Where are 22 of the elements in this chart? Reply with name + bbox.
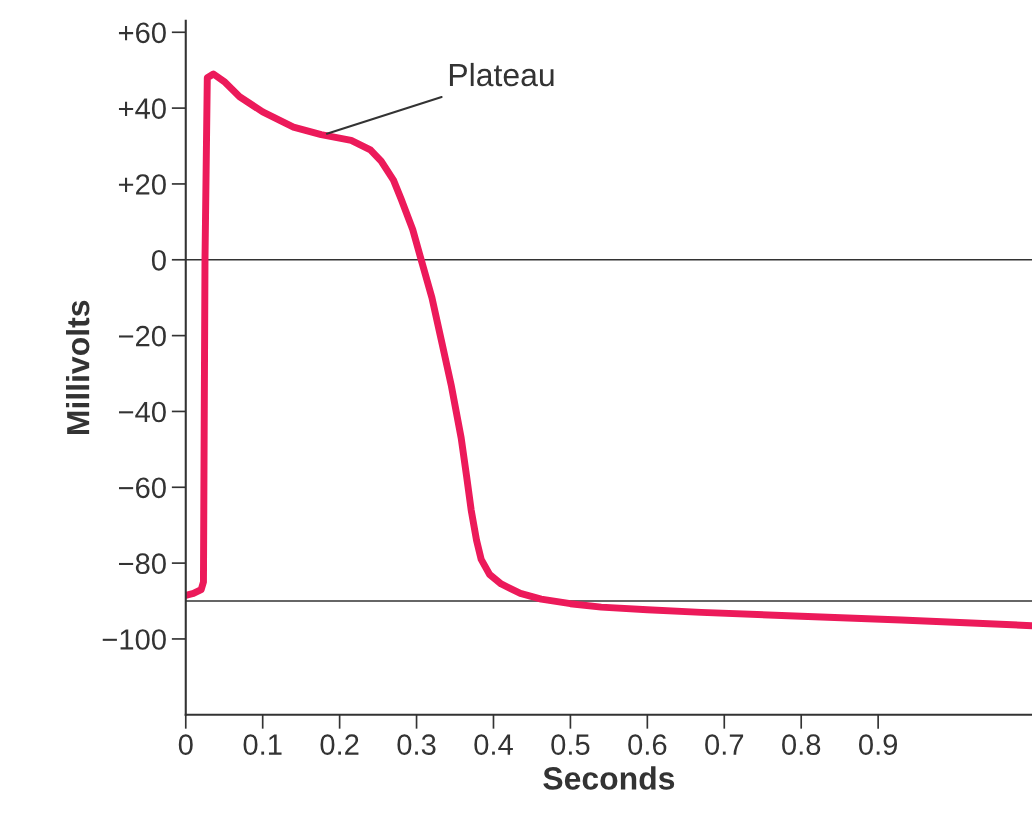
y-tick-label: −100	[102, 629, 166, 650]
x-tick-label: 0.9	[859, 734, 898, 755]
x-tick-label: 0.4	[474, 734, 513, 755]
y-tick-label: +60	[118, 22, 166, 44]
y-tick-label: −40	[118, 401, 166, 423]
y-tick-label: 0	[151, 249, 166, 271]
x-tick-label: 0.6	[628, 734, 667, 755]
y-tick-label: +40	[118, 98, 166, 119]
x-tick-label: 0.8	[782, 734, 821, 755]
x-tick-label: 0	[178, 734, 193, 755]
x-tick-label: 0.3	[397, 734, 436, 755]
y-axis-title: Millivolts	[65, 300, 90, 435]
annotation: Plateau	[449, 62, 554, 87]
x-tick-label: 0.7	[705, 734, 744, 755]
y-tick-label: −60	[118, 477, 166, 499]
x-tick-label: 0.2	[320, 734, 359, 755]
y-tick-label: −20	[118, 325, 166, 347]
x-tick-label: 0.5	[551, 734, 590, 755]
y-tick-label: +20	[118, 174, 166, 195]
x-tick-label: 0.1	[243, 734, 282, 755]
y-tick-label: −80	[118, 553, 166, 574]
x-axis-title: Seconds	[543, 766, 675, 790]
